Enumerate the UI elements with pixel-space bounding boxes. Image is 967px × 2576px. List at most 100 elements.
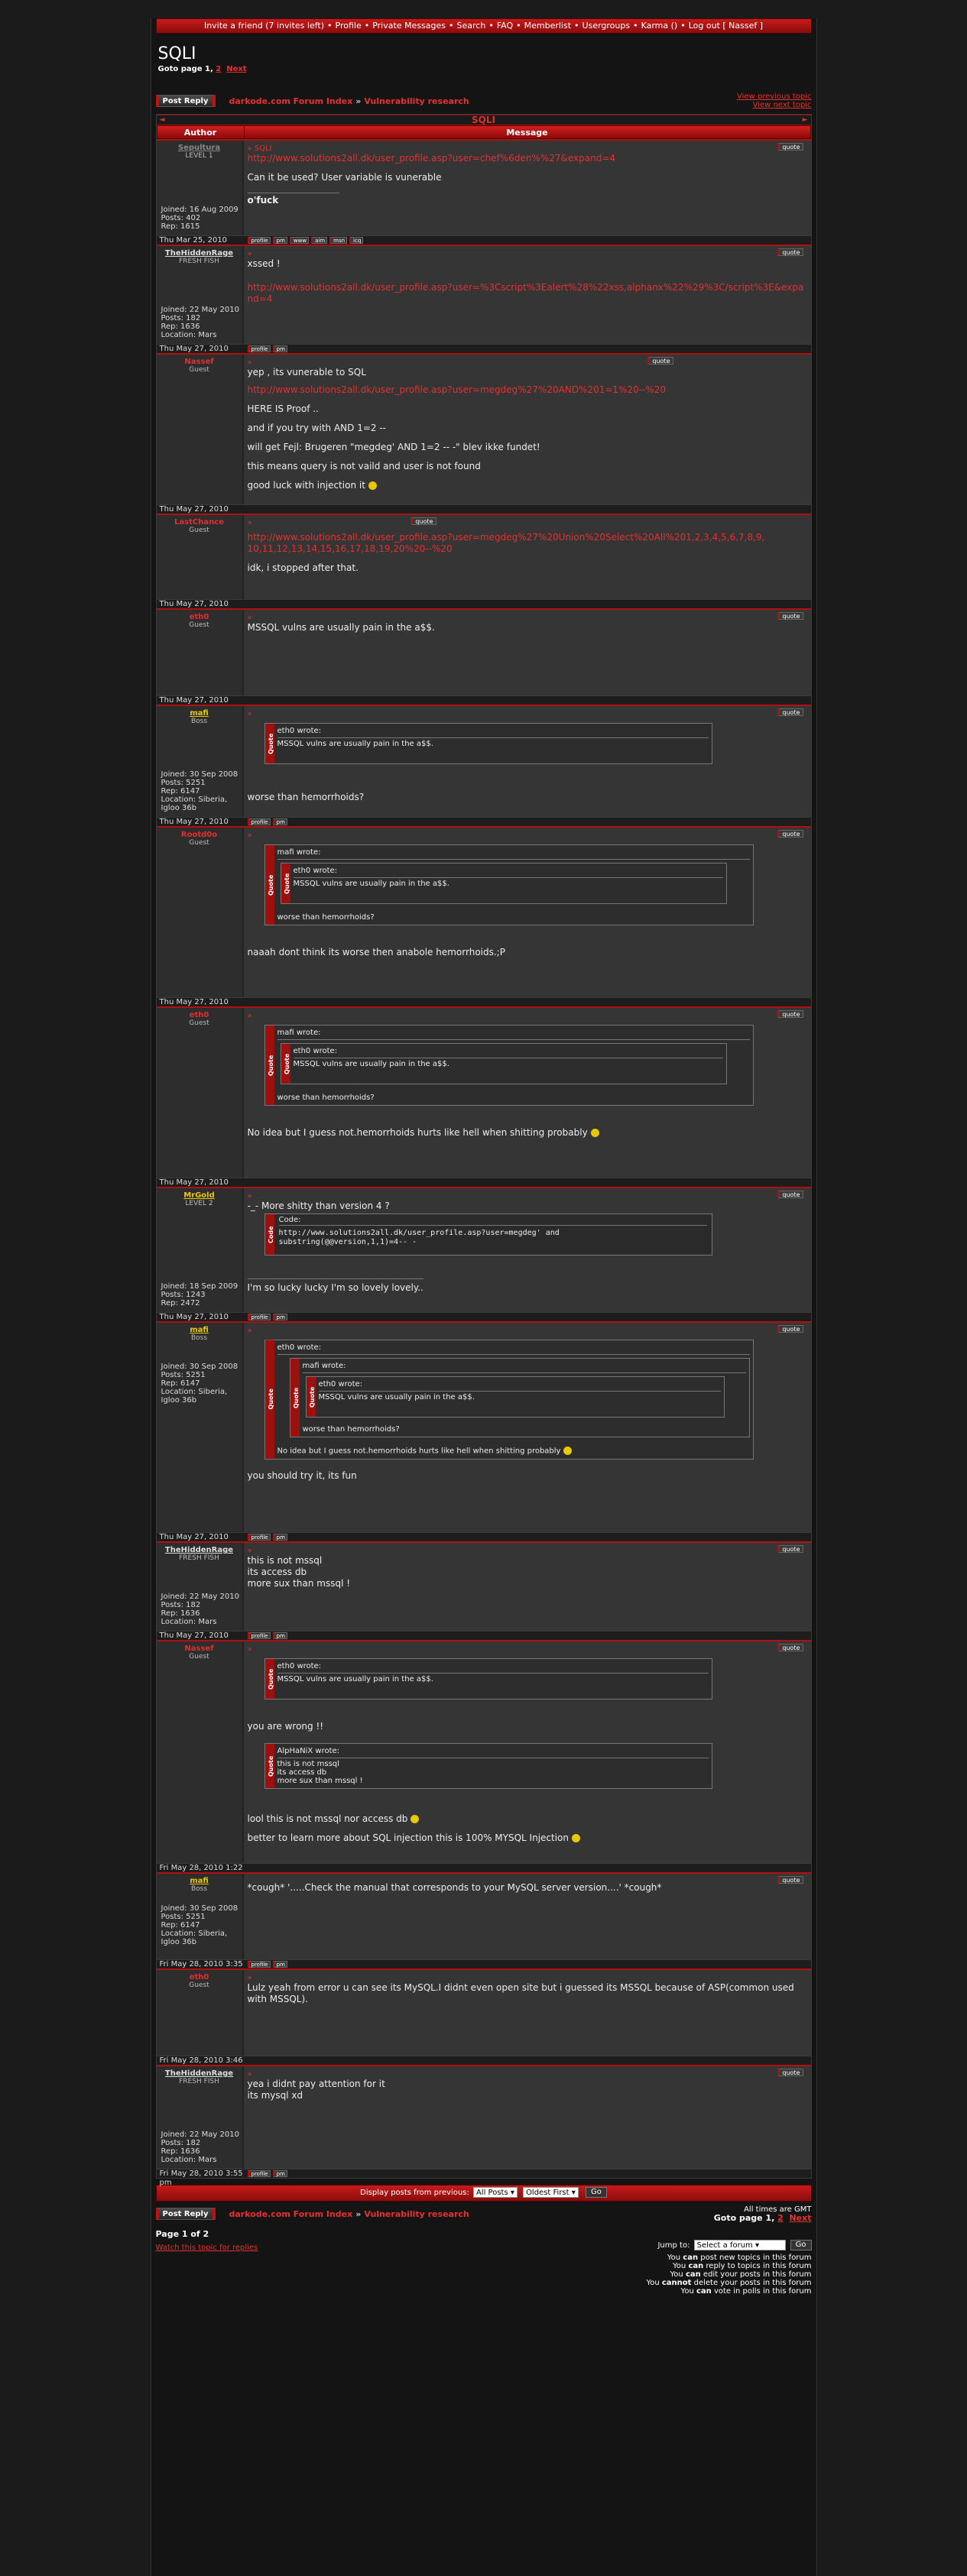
- post-text: and if you try with AND 1=2 --: [247, 423, 387, 433]
- next-topic-link[interactable]: View next topic: [752, 101, 812, 109]
- quote-button[interactable]: quote: [777, 1191, 803, 1198]
- display-order-select[interactable]: Oldest First ▾: [523, 2187, 579, 2198]
- nav-profile[interactable]: Profile: [335, 21, 362, 31]
- author-name[interactable]: MrGold: [183, 1191, 215, 1200]
- nav-search[interactable]: Search: [456, 21, 486, 31]
- quote-button[interactable]: quote: [777, 1876, 803, 1884]
- profile-button[interactable]: profile: [247, 1632, 271, 1639]
- quote-button[interactable]: quote: [777, 2069, 803, 2076]
- post-link[interactable]: http://www.solutions2all.dk/user_profile…: [247, 384, 667, 395]
- jump-go-button[interactable]: Go: [790, 2240, 812, 2250]
- author-name[interactable]: Sepultura: [177, 144, 221, 152]
- profile-button[interactable]: profile: [247, 1961, 271, 1968]
- author-rank: Guest: [189, 527, 209, 534]
- post-footer: Thu Mar 25, 2010 4:37 pm profilepmwwwaimm…: [156, 235, 811, 254]
- post-link[interactable]: http://www.solutions2all.dk/user_profile…: [247, 153, 616, 164]
- author-name[interactable]: TheHiddenRage: [164, 249, 234, 258]
- goto-next[interactable]: Next: [789, 2213, 812, 2223]
- author-name[interactable]: eth0: [189, 613, 209, 621]
- profile-button[interactable]: profile: [247, 237, 271, 244]
- topic-table: ◄ SQLI ► Author Message Sepultura LEVEL 1 J…: [155, 114, 812, 2187]
- nav-invite[interactable]: Invite a friend (7 invites left): [203, 21, 325, 31]
- post: TheHiddenRage FRESH FISH Joined: 22 May …: [156, 2065, 811, 2187]
- author-name[interactable]: TheHiddenRage: [164, 1546, 234, 1554]
- quote-button[interactable]: quote: [777, 1010, 803, 1018]
- post-link[interactable]: http://www.solutions2all.dk/user_profile…: [247, 282, 804, 304]
- jump-select[interactable]: Select a forum ▾: [693, 2240, 786, 2250]
- author-rank: Guest: [189, 621, 209, 629]
- post: TheHiddenRage FRESH FISH Joined: 22 May …: [156, 1541, 811, 1649]
- post: eth0 Guest quote » Quote mafi wrote: Quot…: [156, 1006, 811, 1196]
- quote-button[interactable]: quote: [777, 1545, 803, 1553]
- msn-button[interactable]: msn: [329, 237, 348, 244]
- breadcrumb-forum[interactable]: Vulnerability research: [364, 2208, 469, 2219]
- quote-button[interactable]: quote: [777, 612, 803, 620]
- quote-button[interactable]: quote: [777, 708, 803, 716]
- goto-page-2[interactable]: 2: [216, 65, 222, 73]
- pm-button[interactable]: pm: [272, 1534, 287, 1541]
- nav-memberlist[interactable]: Memberlist: [524, 21, 572, 31]
- quote-button[interactable]: quote: [777, 1644, 803, 1651]
- pm-button[interactable]: pm: [272, 237, 287, 244]
- previous-topic-link[interactable]: View previous topic: [736, 92, 812, 101]
- post-date: Thu May 27, 2010 2:42 pm: [159, 998, 229, 1016]
- breadcrumb-index[interactable]: darkode.com Forum Index: [229, 96, 353, 106]
- www-button[interactable]: www: [289, 237, 310, 244]
- icq-button[interactable]: icq: [349, 237, 364, 244]
- profile-button[interactable]: profile: [247, 345, 271, 352]
- pm-button[interactable]: pm: [272, 1632, 287, 1639]
- nav-usergroups[interactable]: Usergroups: [582, 21, 631, 31]
- post-date: Thu May 27, 2010 1:57 pm: [159, 696, 229, 714]
- author-name[interactable]: Rootd0o: [180, 831, 218, 839]
- quote-block: Quote eth0 wrote: MSSQL vulns are usually …: [264, 1658, 712, 1700]
- profile-button[interactable]: profile: [247, 1534, 271, 1541]
- profile-button[interactable]: profile: [247, 2170, 271, 2177]
- author-name[interactable]: eth0: [189, 1011, 209, 1019]
- nav-logout[interactable]: Log out [ Nassef ]: [688, 21, 764, 31]
- post-text: naaah dont think its worse then anabole …: [247, 947, 505, 957]
- author-name[interactable]: mafi: [190, 1877, 209, 1885]
- quote-button[interactable]: quote: [777, 830, 803, 838]
- author-name[interactable]: eth0: [189, 1973, 209, 1981]
- author-name[interactable]: LastChance: [174, 518, 224, 527]
- author-name[interactable]: TheHiddenRage: [164, 2069, 234, 2078]
- post-reply-button[interactable]: Post Reply: [155, 95, 216, 107]
- pm-button[interactable]: pm: [272, 818, 287, 825]
- goto-next[interactable]: Next: [226, 65, 247, 73]
- author-rank: Boss: [190, 718, 208, 725]
- goto-page-2[interactable]: 2: [777, 2213, 784, 2223]
- pm-button[interactable]: pm: [272, 1961, 287, 1968]
- perm-line: You can post new topics in this forum: [667, 2254, 812, 2262]
- pm-button[interactable]: pm: [272, 2170, 287, 2177]
- display-go-button[interactable]: Go: [585, 2187, 607, 2198]
- quote-button[interactable]: quote: [777, 1325, 803, 1333]
- quote-button[interactable]: quote: [410, 517, 436, 525]
- pm-button[interactable]: pm: [272, 345, 287, 352]
- nav-private-messages[interactable]: Private Messages: [372, 21, 446, 31]
- post-reply-button[interactable]: Post Reply: [155, 2208, 216, 2220]
- arrow-right-icon[interactable]: ►: [802, 116, 808, 124]
- author-info: Joined: 22 May 2010 Posts: 182 Rep: 1636 Lo…: [161, 1593, 239, 1626]
- pm-button[interactable]: pm: [272, 1314, 287, 1320]
- aim-button[interactable]: aim: [311, 237, 328, 244]
- quote-button[interactable]: quote: [777, 248, 803, 256]
- watch-topic-link[interactable]: Watch this topic for replies: [155, 2244, 258, 2252]
- author-name[interactable]: mafi: [190, 709, 209, 718]
- profile-button[interactable]: profile: [247, 1314, 271, 1320]
- topic-nav: View previous topic View next topic: [737, 92, 812, 109]
- nav-faq[interactable]: FAQ: [496, 21, 514, 31]
- arrow-left-icon[interactable]: ◄: [159, 116, 165, 124]
- post-author: mafi Boss Joined: 30 Sep 2008 Posts: 5251…: [156, 706, 244, 817]
- breadcrumb-index[interactable]: darkode.com Forum Index: [229, 2208, 353, 2219]
- author-name[interactable]: Nassef: [184, 358, 214, 366]
- author-name[interactable]: mafi: [190, 1326, 209, 1334]
- display-posts-select[interactable]: All Posts ▾: [472, 2187, 518, 2198]
- profile-button[interactable]: profile: [247, 818, 271, 825]
- post-text: HERE IS Proof ..: [247, 403, 319, 414]
- quote-button[interactable]: quote: [647, 357, 673, 365]
- post-link[interactable]: http://www.solutions2all.dk/user_profile…: [247, 532, 765, 554]
- quote-button[interactable]: quote: [777, 143, 803, 151]
- breadcrumb-forum[interactable]: Vulnerability research: [364, 96, 469, 106]
- author-name[interactable]: Nassef: [184, 1644, 214, 1653]
- nav-karma[interactable]: Karma (): [641, 21, 678, 31]
